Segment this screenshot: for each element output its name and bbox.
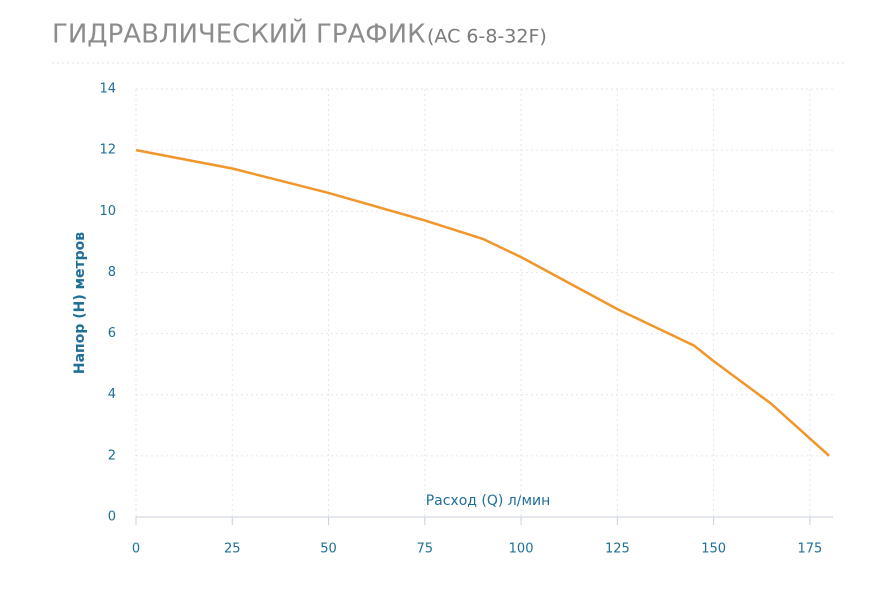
y-tick-label: 10 [99, 204, 116, 219]
y-tick-label: 4 [108, 387, 116, 402]
y-tick-label: 14 [99, 82, 116, 97]
y-tick-label: 6 [108, 326, 116, 341]
x-tick-label: 0 [132, 542, 140, 557]
x-axis-label: Расход (Q) л/мин [426, 493, 551, 509]
x-tick-label: 175 [797, 542, 822, 557]
x-tick-label: 150 [701, 542, 726, 557]
y-tick-label: 12 [99, 143, 116, 158]
line [135, 148, 830, 457]
x-tick-label: 75 [417, 542, 434, 557]
x-tick-label: 125 [605, 542, 630, 557]
y-tick-label: 0 [108, 510, 116, 525]
y-axis-label: Напор (H) метров [72, 232, 88, 374]
y-tick-label: 8 [108, 265, 116, 280]
x-tick-label: 100 [509, 542, 534, 557]
x-tick-label: 25 [224, 542, 241, 557]
chart-title: ГИДРАВЛИЧЕСКИЙ ГРАФИК [52, 18, 426, 50]
y-tick-label: 2 [108, 448, 116, 463]
x-tick-label: 50 [320, 542, 337, 557]
chart-subtitle: (AC 6-8-32F) [427, 26, 547, 48]
